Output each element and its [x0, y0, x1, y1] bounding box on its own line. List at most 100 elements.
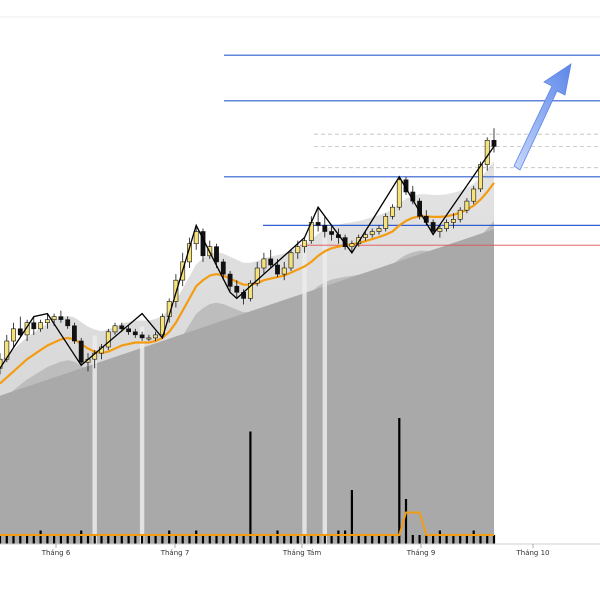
candlestick	[437, 225, 443, 238]
volume-bar	[66, 535, 69, 544]
volume-bar	[188, 535, 191, 544]
candle-body	[329, 231, 334, 235]
candlestick	[302, 237, 307, 253]
volume-bar	[39, 530, 42, 544]
candle-body	[44, 319, 50, 324]
volume-bar	[371, 535, 374, 544]
up-arrow-icon	[513, 63, 572, 171]
x-axis: Tháng 6 Tháng 7 Tháng Tám Tháng 9 Tháng …	[0, 543, 600, 557]
volume-bar	[80, 530, 83, 544]
candlestick	[369, 228, 375, 238]
candlestick	[227, 271, 233, 293]
volume-bar	[242, 535, 245, 544]
candlestick	[58, 310, 64, 323]
highlight-strip	[92, 335, 97, 544]
volume-bar	[296, 535, 299, 544]
volume-bar	[262, 535, 265, 544]
volume-ma-group	[0, 511, 494, 536]
candle-body	[349, 243, 355, 247]
volume-bar	[303, 535, 306, 544]
highlight-strip	[302, 250, 307, 544]
volume-panel	[0, 418, 496, 544]
candle-body	[437, 228, 443, 232]
volume-bar	[249, 431, 252, 544]
volume-bar	[100, 535, 103, 544]
volume-bar	[201, 535, 205, 544]
candlestick	[356, 234, 362, 247]
candlestick	[457, 207, 463, 223]
volume-bar	[337, 530, 340, 544]
volume-bar	[377, 535, 381, 544]
volume-bar	[317, 535, 320, 544]
candle-body	[31, 322, 37, 330]
volume-bar	[32, 535, 35, 544]
candle-body	[17, 328, 23, 336]
candlestick	[24, 319, 30, 341]
volume-bar	[46, 535, 49, 544]
candle-body	[24, 322, 30, 336]
candle-body	[484, 140, 490, 165]
candle-body	[322, 225, 328, 232]
volume-bar	[0, 535, 2, 544]
volume-bar	[222, 535, 225, 544]
candle-body	[362, 234, 368, 238]
candle-body	[214, 246, 219, 263]
candle-body	[139, 334, 145, 339]
candlestick	[31, 316, 37, 335]
candle-body	[160, 316, 165, 336]
volume-bar	[445, 535, 448, 544]
volume-bar	[93, 535, 96, 544]
x-tick-label: Tháng 6	[41, 549, 71, 557]
candle-body	[220, 261, 226, 275]
candlestick	[139, 331, 145, 341]
x-tick-label: Tháng Tám	[282, 549, 322, 557]
candlestick	[261, 252, 267, 275]
trend-arrow	[513, 63, 572, 171]
candle-body	[254, 267, 260, 284]
candle-body	[112, 325, 118, 333]
candle-body	[119, 325, 125, 330]
candle-body	[457, 209, 463, 220]
candle-body	[396, 179, 402, 208]
volume-bar	[350, 490, 353, 544]
volume-bar	[289, 535, 293, 544]
candlestick	[322, 216, 328, 238]
volume-bar	[492, 535, 496, 544]
candle-body	[261, 258, 267, 269]
candle-body	[275, 264, 280, 275]
volume-bar	[168, 530, 171, 544]
candle-body	[342, 237, 348, 248]
volume-bar	[215, 535, 218, 544]
volume-bar	[418, 535, 421, 544]
background-bands	[0, 160, 494, 545]
candle-body	[491, 140, 497, 147]
volume-bar	[269, 535, 272, 544]
volume-bar	[5, 535, 8, 544]
volume-bar	[425, 535, 428, 544]
volume-bar	[283, 535, 286, 544]
volume-bar	[141, 535, 144, 544]
candlestick	[383, 213, 389, 232]
candle-body	[430, 222, 436, 232]
volume-bar	[181, 535, 184, 544]
candlestick	[112, 322, 118, 335]
volume-ma-line	[0, 511, 494, 536]
candlestick	[390, 204, 395, 220]
volume-bar	[391, 535, 394, 544]
candlestick	[430, 219, 436, 235]
volume-bar	[53, 535, 56, 544]
candlestick	[362, 231, 368, 241]
candle-body	[302, 240, 307, 248]
volume-bar	[26, 535, 29, 544]
volume-bar	[330, 535, 333, 544]
volume-bar	[127, 535, 130, 544]
dashed-levels	[314, 133, 600, 169]
candlestick	[214, 243, 219, 268]
candlestick	[471, 185, 477, 205]
candlestick	[160, 313, 165, 338]
candle-body	[464, 200, 470, 211]
volume-bar	[86, 535, 90, 544]
candle-body	[390, 206, 395, 217]
candle-body	[444, 222, 449, 229]
candlestick	[65, 316, 71, 329]
